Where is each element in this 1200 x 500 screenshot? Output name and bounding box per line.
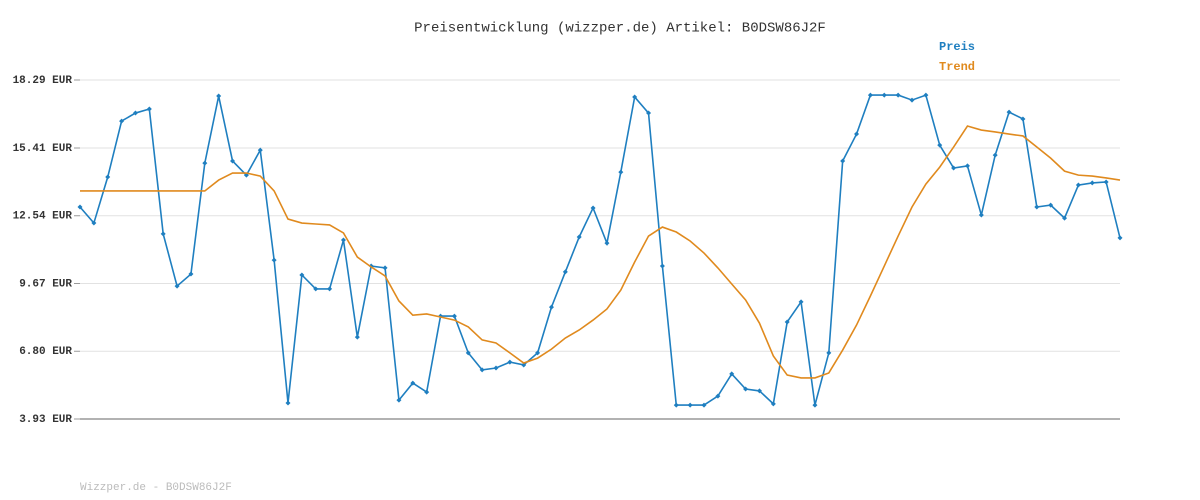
data-point	[299, 272, 305, 278]
data-point	[493, 365, 499, 371]
data-point	[230, 158, 236, 164]
data-point	[659, 263, 665, 269]
y-tick-label: 12.54 EUR	[13, 211, 73, 223]
data-point	[1006, 109, 1012, 115]
data-point	[285, 400, 291, 406]
data-point	[1034, 204, 1040, 210]
data-point	[854, 131, 860, 137]
data-point	[951, 165, 957, 171]
data-point	[1020, 116, 1026, 122]
data-point	[1117, 235, 1123, 241]
y-tick-label: 6.80 EUR	[19, 346, 72, 358]
data-point	[937, 142, 943, 148]
data-point	[770, 401, 776, 407]
data-point	[521, 362, 527, 368]
data-point	[1089, 180, 1095, 186]
data-point	[840, 158, 846, 164]
y-tick-label: 9.67 EUR	[19, 278, 72, 290]
data-point	[756, 388, 762, 394]
data-point	[396, 397, 402, 403]
data-point	[91, 220, 97, 226]
data-point	[146, 106, 152, 112]
data-point	[784, 319, 790, 325]
data-point	[687, 402, 693, 408]
data-point	[424, 389, 430, 395]
data-point	[174, 283, 180, 289]
data-point	[867, 92, 873, 98]
data-point	[992, 152, 998, 158]
data-point	[77, 204, 83, 210]
data-point	[576, 234, 582, 240]
data-point	[340, 237, 346, 243]
data-point	[202, 160, 208, 166]
y-tick-label: 15.41 EUR	[13, 143, 73, 155]
data-point	[451, 313, 457, 319]
data-point	[535, 350, 541, 356]
data-point	[701, 402, 707, 408]
legend-entry: Trend	[939, 60, 975, 74]
data-point	[188, 271, 194, 277]
data-point	[673, 402, 679, 408]
data-point	[618, 169, 624, 175]
data-point	[909, 97, 915, 103]
legend-entry: Preis	[939, 40, 975, 54]
data-point	[160, 231, 166, 237]
data-point	[548, 304, 554, 310]
y-tick-label: 3.93 EUR	[19, 414, 72, 426]
data-point	[216, 93, 222, 99]
chart-title: Preisentwicklung (wizzper.de) Artikel: B…	[414, 21, 826, 37]
data-point	[119, 118, 125, 124]
data-point	[562, 269, 568, 275]
footer: Wizzper.de - B0DSW86J2F	[80, 482, 232, 494]
data-point	[1075, 182, 1081, 188]
data-point	[410, 380, 416, 386]
data-point	[798, 299, 804, 305]
data-point	[327, 286, 333, 292]
data-point	[632, 94, 638, 100]
data-point	[978, 212, 984, 218]
data-point	[604, 240, 610, 246]
data-point	[1062, 215, 1068, 221]
data-point	[715, 393, 721, 399]
data-point	[1103, 179, 1109, 185]
data-point	[479, 367, 485, 373]
data-point	[132, 110, 138, 116]
series-line	[80, 125, 1121, 379]
data-point	[743, 386, 749, 392]
data-point	[354, 334, 360, 340]
series-line	[79, 94, 1121, 406]
y-tick-label: 18.29 EUR	[13, 75, 73, 87]
data-point	[812, 402, 818, 408]
data-point	[507, 359, 513, 365]
data-point	[729, 371, 735, 377]
data-point	[271, 257, 277, 263]
data-point	[646, 110, 652, 116]
data-point	[313, 286, 319, 292]
data-point	[382, 265, 388, 271]
data-point	[964, 163, 970, 169]
data-point	[895, 92, 901, 98]
data-point	[590, 205, 596, 211]
data-point	[826, 350, 832, 356]
data-point	[923, 92, 929, 98]
data-point	[881, 92, 887, 98]
data-point	[257, 147, 263, 153]
data-point	[105, 174, 111, 180]
data-point	[1048, 202, 1054, 208]
data-point	[465, 350, 471, 356]
